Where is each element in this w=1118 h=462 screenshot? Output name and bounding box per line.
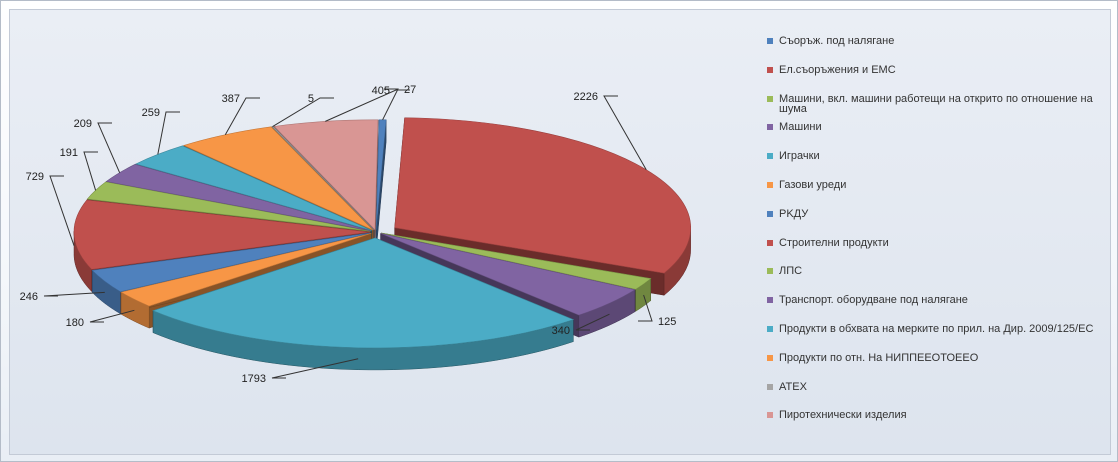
- data-label-7: 729: [26, 171, 44, 183]
- pie-slice-9: [105, 164, 371, 232]
- legend-entry-2: Машини, вкл. машини работещи на открито …: [767, 92, 1097, 123]
- leader-line-11: [224, 97, 260, 135]
- legend-entry-11: Продукти по отн. На НИППЕЕОТОЕЕО: [767, 351, 1097, 382]
- legend-entry-6: PKДУ: [767, 207, 1097, 238]
- legend-label-6: PKДУ: [779, 207, 809, 220]
- legend-entry-13: Пиротехнически изделия: [767, 410, 1097, 439]
- legend-entry-4: Играчки: [767, 151, 1097, 180]
- legend-swatch-9: [767, 297, 773, 304]
- legend-label-1: Ел.съоръжения и ЕМС: [779, 63, 896, 76]
- data-label-10: 259: [142, 107, 160, 119]
- leader-line-5: [89, 309, 135, 323]
- legend-swatch-13: [767, 412, 773, 419]
- data-label-4: 1793: [242, 373, 266, 385]
- plot-area: 27 2226 125 340 1793 180 246 729 191 209 259 387 5 40…: [9, 9, 1111, 455]
- leader-line-6: [43, 291, 105, 297]
- legend-swatch-6: [767, 210, 773, 217]
- legend-swatch-0: [767, 38, 773, 44]
- leader-line-1: [603, 95, 647, 170]
- legend-label-12: ATEX: [779, 380, 807, 393]
- legend-swatch-2: [767, 95, 773, 102]
- data-label-12: 5: [308, 93, 314, 105]
- legend-label-11: Продукти по отн. На НИППЕЕОТОЕЕО: [779, 351, 979, 364]
- data-label-2: 125: [658, 316, 676, 328]
- legend-label-7: Строителни продукти: [779, 236, 889, 249]
- leader-line-13: [325, 89, 410, 122]
- legend-entry-1: Ел.съоръжения и ЕМС: [767, 63, 1097, 94]
- leader-line-12: [272, 97, 334, 127]
- leader-line-7: [49, 175, 75, 247]
- legend-label-4: Играчки: [779, 150, 820, 163]
- legend-label-9: Транспорт. оборудване под налягане: [779, 294, 968, 307]
- leader-line-0: [382, 88, 399, 121]
- legend-entry-12: ATEX: [767, 380, 1097, 411]
- data-label-3: 340: [552, 325, 570, 337]
- legend-swatch-1: [767, 66, 773, 73]
- leader-line-2: [638, 294, 653, 322]
- data-label-5: 180: [66, 317, 84, 329]
- pie-slice-5: [120, 233, 372, 307]
- legend-label-3: Машини: [779, 121, 822, 134]
- legend-swatch-12: [767, 383, 773, 390]
- legend-swatch-5: [767, 181, 773, 188]
- pie-slice-7: [73, 199, 371, 270]
- pie-chart: 27 2226 125 340 1793 180 246 729 191 209 259 387 5 40…: [20, 84, 691, 385]
- data-label-11: 387: [222, 93, 240, 105]
- data-label-13: 405: [372, 85, 390, 97]
- legend-entry-5: Газови уреди: [767, 178, 1097, 209]
- data-labels: 27 2226 125 340 1793 180 246 729 191 209 259 387 5 40…: [20, 84, 677, 385]
- leader-line-3: [575, 313, 610, 331]
- legend-swatch-7: [767, 239, 773, 246]
- pie-slice-0: [375, 119, 387, 230]
- pie-slice-2: [381, 232, 652, 290]
- legend-swatch-3: [767, 124, 773, 131]
- leader-line-8: [83, 151, 98, 191]
- legend-entry-0: Съоръж. под налягане: [767, 36, 1097, 65]
- legend-entry-10: Продукти в обхвата на мерките по прил. н…: [767, 322, 1097, 353]
- legend-label-10: Продукти в обхвата на мерките по прил. н…: [779, 322, 1094, 335]
- pie-slice-6: [91, 232, 371, 293]
- pie-slice-3: [380, 233, 636, 316]
- data-label-8: 191: [60, 147, 78, 159]
- leader-line-4: [271, 358, 359, 379]
- legend-entry-7: Строителни продукти: [767, 236, 1097, 267]
- pie-tops: [73, 117, 691, 349]
- data-label-9: 209: [74, 118, 92, 130]
- legend-label-13: Пиротехнически изделия: [779, 409, 907, 422]
- legend: Съоръж. под налягане Ел.съоръжения и ЕМС М…: [767, 36, 1097, 439]
- data-label-1: 2226: [574, 91, 598, 103]
- legend-swatch-4: [767, 153, 773, 160]
- legend-label-2: Машини, вкл. машини работещи на открито …: [779, 92, 1093, 115]
- legend-label-5: Газови уреди: [779, 178, 847, 191]
- leader-line-10: [157, 111, 180, 155]
- legend-entry-8: ЛПС: [767, 266, 1097, 295]
- legend-entry-3: Машини: [767, 122, 1097, 151]
- legend-label-0: Съоръж. под налягане: [779, 35, 895, 47]
- legend-entry-9: Транспорт. оборудване под налягане: [767, 295, 1097, 324]
- data-label-6: 246: [20, 291, 38, 303]
- legend-label-8: ЛПС: [779, 265, 803, 278]
- data-label-0: 27: [404, 84, 416, 96]
- pie-slice-4: [152, 237, 575, 349]
- legend-swatch-10: [767, 325, 773, 332]
- leader-line-9: [97, 122, 121, 173]
- legend-swatch-8: [767, 268, 773, 275]
- pie-slice-10: [135, 145, 372, 231]
- legend-swatch-11: [767, 354, 773, 361]
